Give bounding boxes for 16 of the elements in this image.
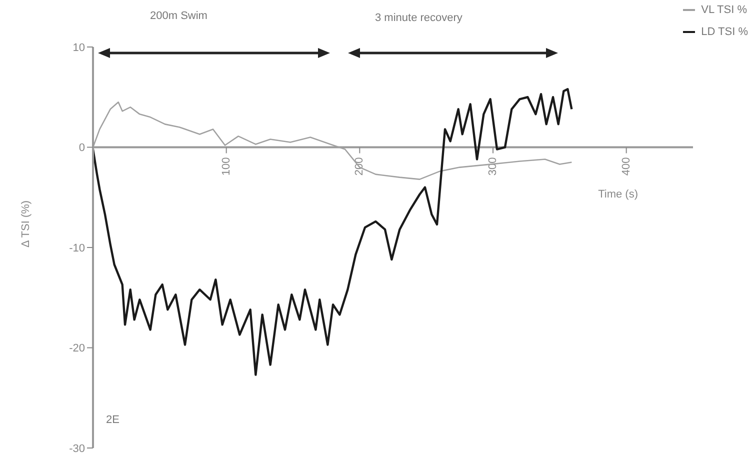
y-tick-label: 10 <box>72 42 85 54</box>
y-tick-label: -20 <box>69 342 85 355</box>
x-tick-label: 200 <box>354 157 366 176</box>
y-tick-label: 0 <box>78 142 85 154</box>
line-series <box>93 88 573 376</box>
y-tick-label: -10 <box>69 242 85 254</box>
annotation: 2E <box>106 414 120 426</box>
legend-label: LD TSI % <box>701 26 748 38</box>
text: 3 minute recovery <box>375 12 462 24</box>
text: 200m Swim <box>150 10 208 22</box>
legend-label: VL TSI % <box>701 4 747 16</box>
y-axis-title: Δ TSI (%) <box>20 200 32 248</box>
x-tick-label: 400 <box>620 157 632 176</box>
y-tick-label: -30 <box>69 442 85 455</box>
x-axis-title: Time (s) <box>598 188 638 200</box>
x-tick-label: 100 <box>220 157 232 176</box>
